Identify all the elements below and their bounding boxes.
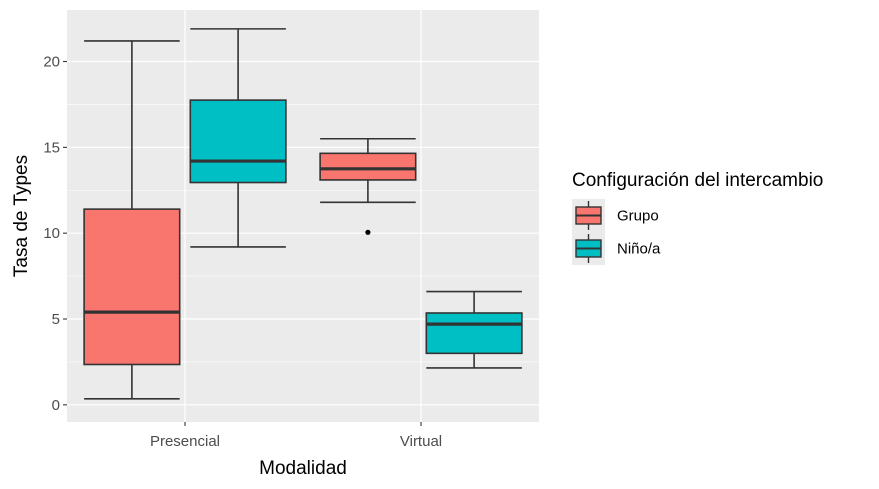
box-grupo-virtual: [319, 137, 417, 235]
grid-lines: [67, 10, 539, 422]
box-ni-o-a-presencial: [189, 28, 287, 248]
x-tick-label-virtual: Virtual: [400, 433, 442, 450]
y-axis-title: Tasa de Types: [11, 155, 32, 277]
y-tick-label: 20: [43, 54, 60, 71]
x-axis: Presencial Virtual: [150, 422, 442, 450]
legend-label: Niño/a: [617, 241, 661, 258]
y-tick-label: 0: [52, 397, 60, 414]
box-iqr: [189, 99, 287, 184]
outlier-point: [365, 229, 371, 235]
legend-label: Grupo: [617, 208, 659, 225]
legend-item-grupo: Grupo: [572, 199, 659, 232]
box-iqr: [83, 208, 181, 366]
box-ni-o-a-virtual: [425, 290, 523, 369]
y-axis: 0 5 10 15 20: [43, 54, 67, 414]
legend: Configuración del intercambio Grupo Niño/…: [572, 170, 823, 265]
y-tick-label: 10: [43, 225, 60, 242]
y-tick-label: 5: [52, 311, 60, 328]
legend-title: Configuración del intercambio: [572, 170, 823, 191]
legend-item-ni-o-a: Niño/a: [572, 232, 661, 265]
y-tick-label: 15: [43, 139, 60, 156]
box-iqr: [319, 152, 417, 181]
x-tick-label-presencial: Presencial: [150, 433, 220, 450]
x-axis-title: Modalidad: [259, 458, 347, 479]
box-grupo-presencial: [83, 40, 181, 400]
boxes-layer: [83, 28, 523, 400]
box-iqr: [425, 312, 523, 355]
